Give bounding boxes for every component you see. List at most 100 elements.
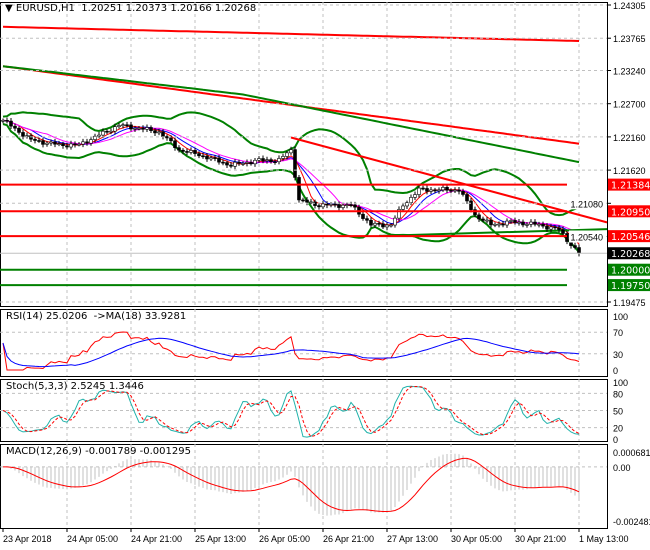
- candle-body: [501, 223, 505, 226]
- rsi-tick-label: 0: [613, 366, 618, 376]
- x-tick-label: 27 Apr 13:00: [387, 534, 438, 544]
- candle-body: [13, 125, 17, 129]
- macd-tick-label: 0.00: [613, 463, 631, 473]
- candle-body: [301, 199, 305, 202]
- candle-body: [121, 124, 125, 127]
- candle-body: [117, 125, 121, 127]
- candle-body: [401, 205, 405, 210]
- rsi-tick-label: 30: [613, 350, 623, 360]
- x-tick-label: 26 Apr 21:00: [323, 534, 374, 544]
- ma-blue: [2, 119, 580, 239]
- candle-body: [485, 219, 489, 222]
- rsi-tick-label: 70: [613, 328, 623, 338]
- x-tick-label: 30 Apr 21:00: [515, 534, 566, 544]
- candle-body: [89, 139, 93, 144]
- candle-body: [525, 224, 529, 226]
- candle-body: [149, 127, 153, 131]
- candle-body: [293, 149, 297, 178]
- x-tick-label: 25 Apr 13:00: [195, 534, 246, 544]
- level-label-bg: [608, 178, 650, 191]
- x-tick-label: 26 Apr 05:00: [259, 534, 310, 544]
- candle-body: [145, 127, 149, 130]
- candle-body: [297, 177, 301, 201]
- level-label: 1.20546: [611, 232, 650, 243]
- candle-body: [417, 187, 421, 195]
- candle-body: [289, 149, 293, 154]
- candle-body: [241, 163, 245, 165]
- candle-body: [225, 162, 229, 166]
- candle-body: [85, 141, 89, 144]
- candle-body: [21, 132, 25, 137]
- candle-body: [397, 209, 401, 219]
- candle-body: [577, 247, 581, 254]
- y-tick-label-bg: [569, 197, 605, 210]
- candle-body: [445, 187, 449, 191]
- candle-body: [237, 161, 241, 164]
- candle-body: [449, 189, 453, 192]
- candle-body: [49, 141, 53, 144]
- candle-body: [513, 220, 517, 223]
- candle-body: [361, 213, 365, 219]
- last-price-label: 1.20268: [611, 249, 650, 260]
- candle-body: [29, 135, 33, 140]
- candle-body: [437, 189, 441, 192]
- trendline-1: [378, 228, 608, 237]
- dropdown-arrow-icon[interactable]: ▼: [5, 3, 13, 14]
- candle-body: [5, 119, 9, 122]
- y-tick-label: 1.21080: [570, 199, 603, 209]
- candle-body: [373, 222, 377, 226]
- y-tick-label: 1.22700: [613, 100, 646, 110]
- x-tick-label: 30 Apr 05:00: [451, 534, 502, 544]
- candle-body: [533, 221, 537, 225]
- rsi-line: [2, 331, 580, 371]
- last-price-bg: [608, 247, 650, 260]
- panel-frame-3: [0, 444, 608, 529]
- symbol: EURUSD,H1: [15, 3, 75, 14]
- candle-body: [213, 157, 217, 159]
- candle-body: [97, 134, 101, 137]
- candle-body: [385, 224, 389, 228]
- candle-body: [205, 155, 209, 160]
- candle-body: [133, 127, 137, 130]
- candle-body: [369, 219, 373, 226]
- candle-body: [549, 226, 553, 230]
- rsi-ma-line: [2, 337, 580, 368]
- panel-frame-1: [0, 309, 608, 377]
- candle-body: [125, 124, 129, 127]
- candle-body: [565, 233, 569, 242]
- candle-body: [137, 127, 141, 130]
- candle-body: [41, 140, 45, 145]
- y-tick-label: 1.19475: [613, 298, 646, 308]
- candle-body: [285, 152, 289, 157]
- candle-body: [405, 202, 409, 207]
- candle-body: [57, 143, 61, 145]
- candle-body: [69, 143, 73, 148]
- candle-body: [389, 224, 393, 227]
- rsi-title: RSI(14) 25.0206 ->MA(18) 33.9281: [6, 311, 187, 322]
- candle-body: [353, 204, 357, 208]
- ma-red: [2, 119, 580, 245]
- candle-body: [381, 223, 385, 228]
- stoch-tick-label: 50: [613, 407, 623, 417]
- y-tick-label: 1.20540: [570, 233, 603, 243]
- macd-signal-line: [3, 457, 580, 512]
- y-tick-label: 1.21620: [613, 166, 646, 176]
- macd-tick-label: -0.002481: [613, 517, 650, 527]
- candle-body: [193, 150, 197, 154]
- candle-body: [421, 187, 425, 190]
- candle-body: [233, 161, 237, 167]
- candle-body: [433, 189, 437, 192]
- candle-body: [197, 153, 201, 157]
- candle-body: [177, 147, 181, 151]
- candle-body: [17, 127, 21, 133]
- candle-body: [201, 155, 205, 158]
- candle-body: [45, 142, 49, 145]
- candle-body: [349, 204, 353, 206]
- candle-body: [413, 194, 417, 198]
- candle-body: [221, 161, 225, 164]
- level-label-bg: [608, 230, 650, 243]
- stoch-main-line: [2, 385, 580, 438]
- stoch-signal-line: [2, 385, 580, 438]
- x-tick-label: 24 Apr 21:00: [131, 534, 182, 544]
- candle-body: [109, 130, 113, 133]
